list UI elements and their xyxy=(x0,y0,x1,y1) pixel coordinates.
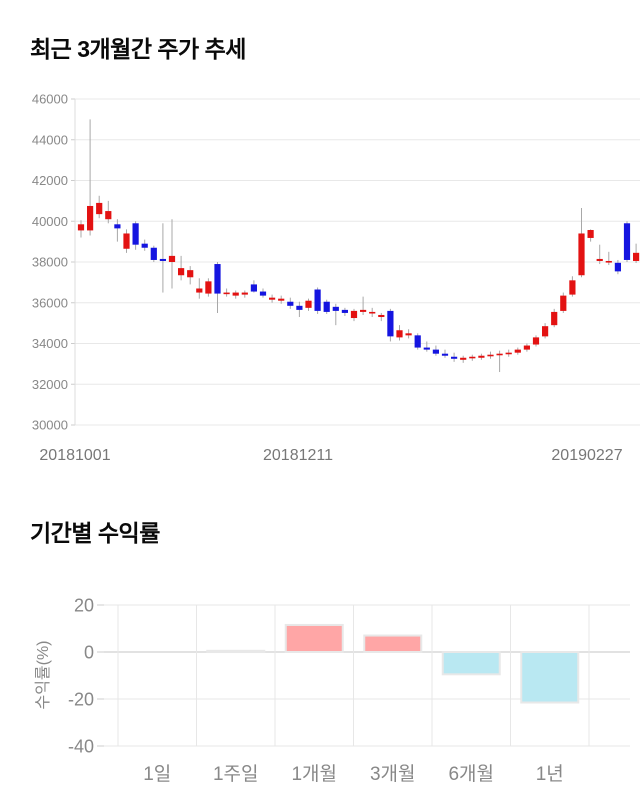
candle-body-down xyxy=(150,247,157,260)
y-axis-tick-label: 44000 xyxy=(32,132,68,147)
candle-body-up xyxy=(87,205,94,231)
candle-body-up xyxy=(232,292,239,296)
candle-body-up xyxy=(378,314,385,318)
candle-body-up xyxy=(187,270,194,278)
candle-body-down xyxy=(414,335,421,348)
x-axis-tick-label: 20181211 xyxy=(263,447,333,464)
candle-body-up xyxy=(596,258,603,261)
bar-positive xyxy=(284,623,344,653)
candle-body-down xyxy=(259,291,267,296)
candle-body-up xyxy=(551,311,558,326)
candle-body-up xyxy=(560,295,567,311)
x-axis-tick-label: 20190227 xyxy=(551,447,622,464)
y-axis-tick-label: 38000 xyxy=(32,255,68,270)
candle-body-down xyxy=(323,301,330,312)
candle-body-down xyxy=(141,243,148,248)
price-candlestick-chart: 46000 44000 42000 40000 38000 36000 34000 32000… xyxy=(32,92,640,464)
candle-body-up xyxy=(514,349,521,353)
returns-chart-title: 기간별 수익률 xyxy=(30,520,160,546)
bar-negative xyxy=(520,651,580,704)
candle-body-up xyxy=(569,280,576,295)
candle-body-down xyxy=(159,258,166,261)
candle-body-up xyxy=(478,355,485,358)
candle-body-down xyxy=(341,309,348,313)
x-axis-tick-label: 20181001 xyxy=(39,447,110,464)
candle-body-down xyxy=(332,306,339,311)
candle-body-down xyxy=(296,305,303,310)
candle-body-up xyxy=(105,211,112,220)
candle-body-down xyxy=(423,347,430,350)
y-axis-tick-label: 20 xyxy=(74,596,94,616)
candle-body-up xyxy=(542,326,549,337)
y-axis-tick-label: 46000 xyxy=(32,92,68,107)
x-axis-category-label: 1개월 xyxy=(291,763,337,785)
x-axis-category-label: 1일 xyxy=(143,763,171,785)
candle-body-down xyxy=(132,223,139,245)
candle-body-up xyxy=(360,309,367,312)
candle-body-up xyxy=(77,224,85,231)
candle-body-down xyxy=(387,310,394,337)
bar-positive xyxy=(206,649,266,654)
x-axis-category-label: 1년 xyxy=(536,763,564,785)
candle-body-up xyxy=(269,297,276,300)
y-axis-tick-label: -20 xyxy=(68,690,94,710)
candle-body-down xyxy=(451,356,458,359)
candle-body-down xyxy=(314,289,321,311)
candle-body-down xyxy=(214,264,221,294)
y-axis-tick-label: 32000 xyxy=(32,377,68,392)
candle-body-up xyxy=(178,268,185,276)
x-axis-category-label: 1주일 xyxy=(213,763,259,785)
x-axis-category-label: 3개월 xyxy=(370,763,416,785)
candle-body-up xyxy=(396,330,403,338)
candle-body-up xyxy=(633,252,640,261)
y-axis-tick-label: 30000 xyxy=(32,418,68,433)
candle-body-up xyxy=(578,233,585,276)
y-axis-tick-label: 42000 xyxy=(32,173,68,188)
candle-body-up xyxy=(532,337,540,345)
bar-positive xyxy=(363,634,423,653)
candle-body-up xyxy=(123,233,130,249)
candle-body-down xyxy=(250,284,257,292)
candle-body-up xyxy=(369,311,376,314)
candle-body-up xyxy=(205,281,212,294)
candle-body-down xyxy=(441,353,449,356)
candle-body-up xyxy=(605,260,612,263)
candle-body-up xyxy=(278,298,285,301)
y-axis-tick-label: 0 xyxy=(84,643,94,663)
candle-body-up xyxy=(96,202,103,215)
candle-body-up xyxy=(168,255,176,262)
candle-body-up xyxy=(487,354,494,357)
candle-body-up xyxy=(241,292,248,295)
candle-body-up xyxy=(196,288,203,293)
y-axis-title: 수익률(%) xyxy=(34,640,52,709)
y-axis-tick-label: -40 xyxy=(68,737,94,757)
bar-negative xyxy=(441,651,501,676)
y-axis-tick-label: 34000 xyxy=(32,336,68,351)
candle-body-up xyxy=(496,353,503,356)
candle-body-up xyxy=(223,292,230,295)
candle-body-up xyxy=(523,345,530,350)
candle-body-up xyxy=(469,356,476,359)
candle-body-down xyxy=(623,223,631,260)
candle-body-down xyxy=(432,349,439,354)
x-axis-category-label: 6개월 xyxy=(448,763,494,785)
candle-body-up xyxy=(460,357,467,360)
candle-body-up xyxy=(305,300,312,308)
y-axis-tick-label: 36000 xyxy=(32,295,68,310)
candle-body-down xyxy=(287,301,294,306)
returns-bar-chart: 20 0 -20 -40 1일 1주일 1개월 3개월 6개월 1년 수익률(%) xyxy=(34,596,630,785)
candle-body-down xyxy=(614,262,621,272)
candle-body-down xyxy=(114,224,121,229)
y-axis-tick-label: 40000 xyxy=(32,214,68,229)
price-chart-title: 최근 3개월간 주가 추세 xyxy=(30,36,246,62)
candle-body-up xyxy=(405,333,412,336)
candle-body-up xyxy=(505,352,512,355)
candle-body-up xyxy=(350,310,358,319)
candle-body-up xyxy=(587,230,594,238)
